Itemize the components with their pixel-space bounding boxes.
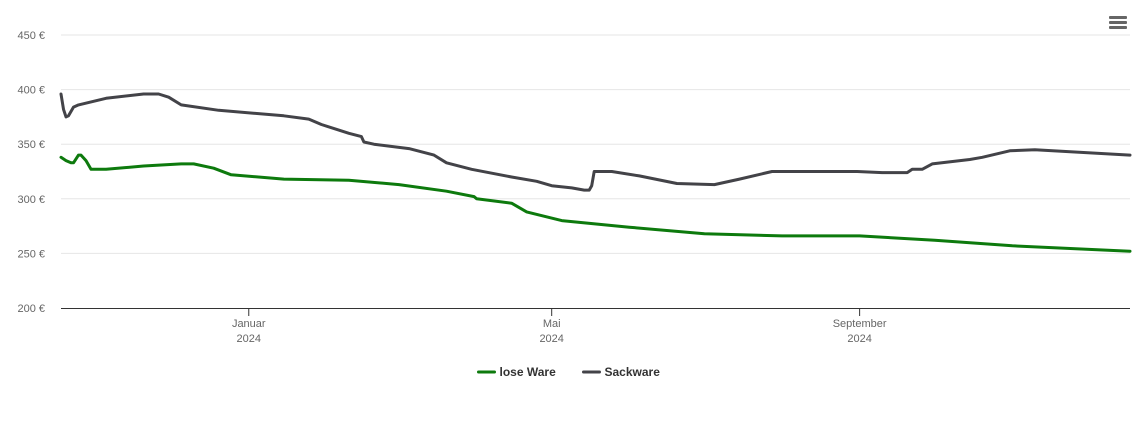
y-axis: 200 € 250 € 300 € 350 € 400 € 450 € xyxy=(17,30,45,315)
y-tick-label: 400 € xyxy=(17,85,45,97)
series-lines xyxy=(59,92,1132,253)
x-tick-label-month: Januar xyxy=(232,318,266,330)
y-tick-label: 250 € xyxy=(17,248,45,260)
series-line-1[interactable] xyxy=(59,92,1132,192)
y-tick-label: 300 € xyxy=(17,194,45,206)
legend-item-0[interactable]: lose Ware xyxy=(477,365,557,379)
x-tick-label-year: 2024 xyxy=(237,333,261,345)
legend-item-1[interactable]: Sackware xyxy=(582,365,661,379)
x-tick-label-year: 2024 xyxy=(539,333,563,345)
y-tick-label: 450 € xyxy=(17,30,45,42)
x-tick-label-month: Mai xyxy=(543,318,561,330)
x-axis: Januar 2024 Mai 2024 September 2024 xyxy=(232,308,887,345)
legend-label: Sackware xyxy=(605,365,661,379)
series-line-0[interactable] xyxy=(59,153,1132,253)
y-tick-label: 200 € xyxy=(17,303,45,315)
x-tick-label-year: 2024 xyxy=(847,333,871,345)
gridlines xyxy=(61,34,1130,254)
legend-label: lose Ware xyxy=(500,365,557,379)
legend[interactable]: lose Ware Sackware xyxy=(477,365,661,379)
x-tick-label-month: September xyxy=(833,318,887,330)
hamburger-menu-icon[interactable] xyxy=(1106,12,1130,34)
y-tick-label: 350 € xyxy=(17,139,45,151)
